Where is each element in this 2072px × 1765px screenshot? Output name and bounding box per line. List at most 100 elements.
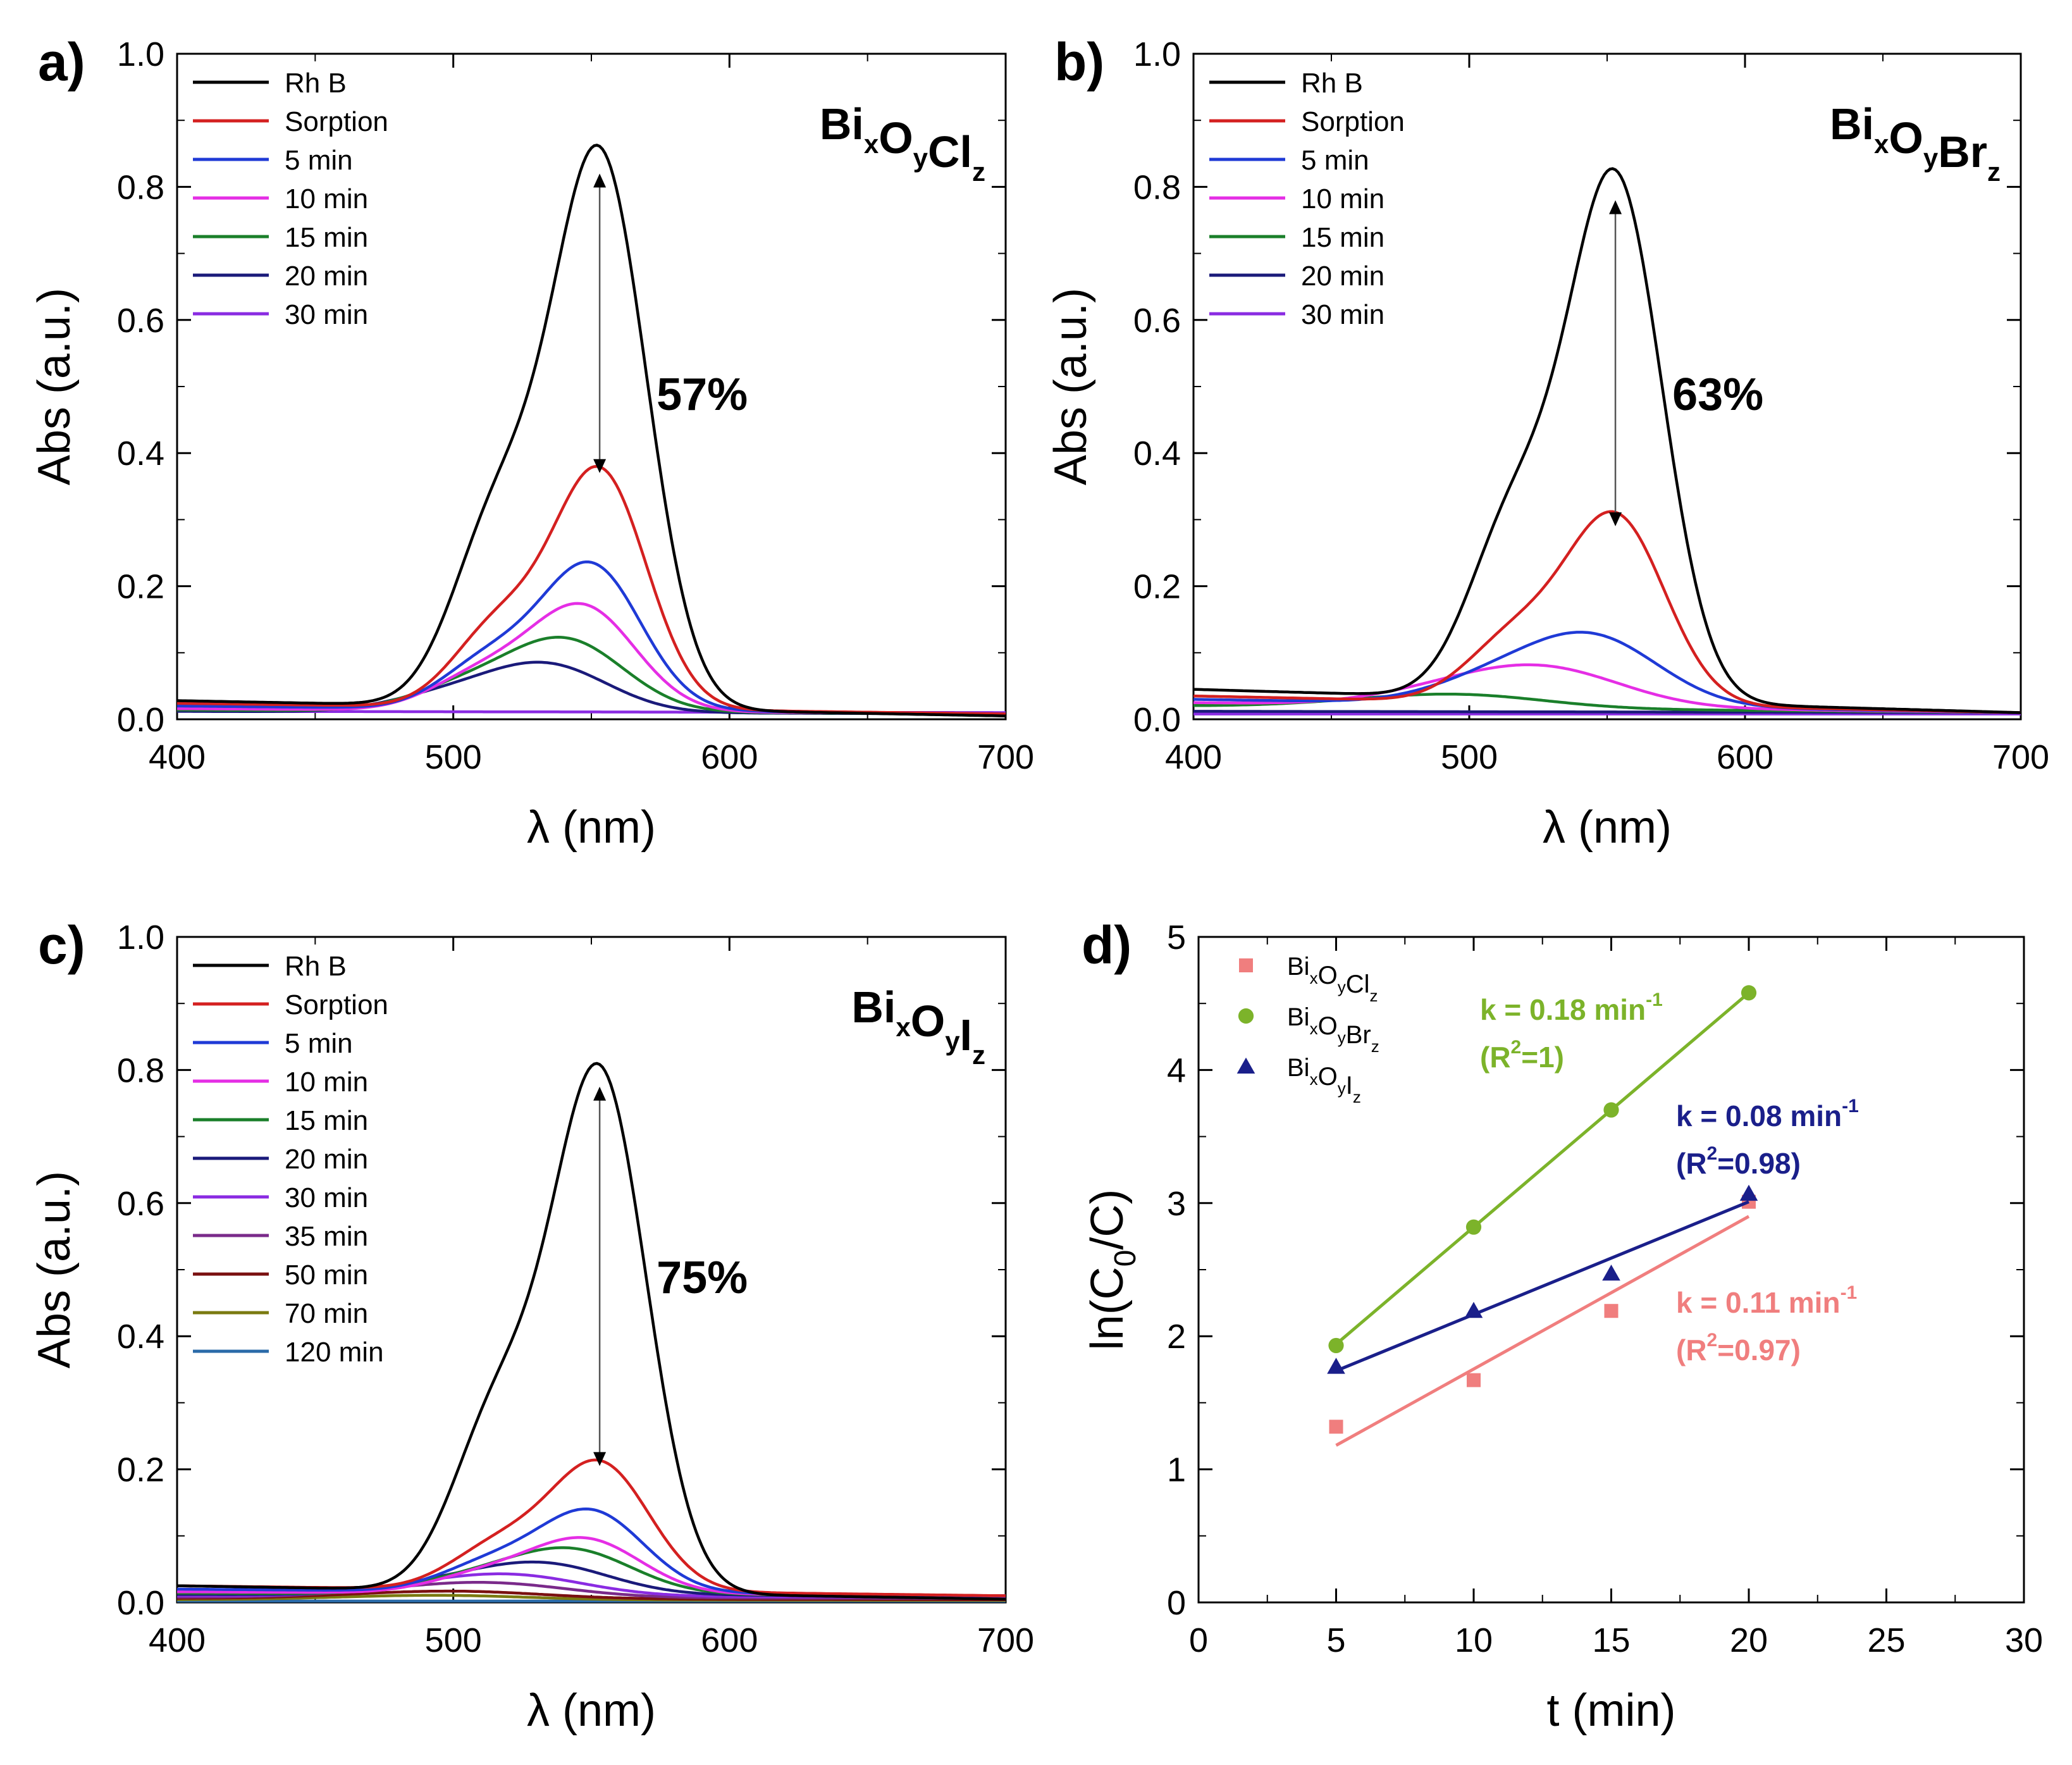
x-tick-label: 500 <box>425 738 482 776</box>
sample-subscript: x <box>864 129 879 159</box>
rate-constant-label: k = 0.11 min-1 <box>1676 1282 1857 1319</box>
x-tick-label: 500 <box>1441 738 1498 776</box>
series-line-10-min <box>177 602 1006 715</box>
x-tick-label: 600 <box>1717 738 1773 776</box>
sample-subscript: y <box>1923 143 1939 173</box>
x-tick-label: 700 <box>977 1621 1034 1659</box>
reduction-arrowhead-top <box>593 173 607 188</box>
sample-element: Cl <box>928 127 972 176</box>
data-point <box>1328 1337 1344 1354</box>
r-squared-superscript: 2 <box>1511 1037 1522 1058</box>
reduction-arrowhead-bottom <box>1609 512 1622 526</box>
sample-element: Br <box>1938 127 1987 176</box>
series-line-sorption <box>1193 510 2021 714</box>
y-tick-label: 0.4 <box>117 1318 164 1356</box>
data-point <box>1602 1265 1620 1281</box>
x-tick-label: 20 <box>1730 1621 1768 1659</box>
sample-element: Bi <box>1830 99 1874 149</box>
legend-label: BixOyClz <box>1287 953 1378 1005</box>
data-point <box>1464 1301 1483 1318</box>
reduction-arrowhead-bottom <box>593 459 607 473</box>
series-line-rh-b <box>1193 167 2021 714</box>
series-line-sorption <box>176 1458 1006 1597</box>
x-tick-label: 400 <box>1165 738 1222 776</box>
legend-label: 20 min <box>1301 261 1384 292</box>
x-tick-label: 400 <box>149 738 206 776</box>
legend-label: 10 min <box>285 183 368 214</box>
sample-title: BixOyClz <box>820 99 985 187</box>
r-squared-text: (R <box>1480 1041 1511 1074</box>
rate-constant-label: k = 0.18 min-1 <box>1480 989 1663 1026</box>
data-point <box>1465 1219 1482 1235</box>
legend-element: O <box>1318 962 1338 989</box>
sample-subscript: x <box>1874 129 1889 159</box>
r-squared-label: (R2=0.97) <box>1676 1330 1801 1366</box>
sample-element: I <box>960 1010 972 1060</box>
reduction-percent: 57% <box>657 369 748 420</box>
reduction-arrowhead-bottom <box>593 1452 607 1466</box>
legend-label: 50 min <box>285 1260 368 1291</box>
series-line-5-min <box>1193 631 2021 714</box>
legend-element: O <box>1318 1012 1338 1040</box>
legend-label: 15 min <box>285 1105 368 1136</box>
y-tick-label: 1.0 <box>117 919 164 957</box>
legend-subscript: z <box>1353 1087 1361 1106</box>
legend-element: Br <box>1346 1021 1371 1049</box>
data-point <box>1329 1420 1343 1434</box>
y-tick-label: 1 <box>1167 1451 1186 1489</box>
legend-label: BixOyBrz <box>1287 1003 1379 1056</box>
sample-subscript: x <box>896 1012 911 1042</box>
fit-line <box>1335 991 1750 1346</box>
x-axis-title: t (min) <box>1547 1685 1676 1736</box>
y-tick-label: 0.4 <box>1133 435 1181 473</box>
legend-subscript: x <box>1310 969 1318 988</box>
data-point <box>1604 1304 1619 1318</box>
legend-subscript: z <box>1371 1037 1379 1056</box>
rate-constant-text: k = 0.08 min <box>1676 1099 1842 1132</box>
y-axis-title: Abs (a.u.) <box>29 288 80 485</box>
x-tick-label: 5 <box>1326 1621 1345 1659</box>
reduction-percent: 75% <box>657 1253 748 1303</box>
rate-constant-superscript: -1 <box>1842 1096 1859 1117</box>
y-tick-label: 4 <box>1167 1051 1186 1089</box>
y-tick-label: 1.0 <box>1133 35 1181 73</box>
series-line-rh-b <box>176 1062 1006 1601</box>
x-axis-title: λ (nm) <box>527 1685 656 1736</box>
r-squared-text: =0.98) <box>1717 1147 1801 1180</box>
y-axis-title: ln(C0/C) <box>1082 1189 1142 1351</box>
legend-marker <box>1236 1057 1255 1074</box>
y-tick-label: 0.6 <box>117 1185 164 1223</box>
r-squared-text: =0.97) <box>1717 1334 1801 1366</box>
y-title-part: /C) <box>1082 1189 1133 1250</box>
y-title-subscript: 0 <box>1109 1250 1142 1267</box>
legend-marker <box>1239 958 1253 972</box>
r-squared-label: (R2=0.98) <box>1676 1143 1801 1180</box>
r-squared-label: (R2=1) <box>1480 1037 1564 1074</box>
y-tick-label: 3 <box>1167 1185 1186 1223</box>
panel-label: d) <box>1082 915 1132 975</box>
legend-element: Bi <box>1287 1054 1310 1082</box>
y-tick-label: 2 <box>1167 1318 1186 1356</box>
legend-label: 5 min <box>285 145 353 176</box>
y-title-part: ln(C <box>1082 1266 1133 1350</box>
rate-constant-superscript: -1 <box>1841 1282 1858 1303</box>
legend-subscript: y <box>1338 1079 1346 1098</box>
legend-element: Cl <box>1346 970 1370 998</box>
y-axis-title: Abs (a.u.) <box>29 1171 80 1368</box>
legend-label: Sorption <box>285 989 388 1020</box>
y-tick-label: 0.8 <box>117 1051 164 1089</box>
y-tick-label: 0.6 <box>117 302 164 340</box>
legend-label: Rh B <box>1301 68 1363 99</box>
sample-subscript: z <box>1987 157 2001 187</box>
legend-element: O <box>1318 1063 1338 1091</box>
legend-label: BixOyIz <box>1287 1054 1361 1106</box>
data-point <box>1467 1373 1481 1387</box>
x-tick-label: 700 <box>1992 738 2049 776</box>
legend-element: Bi <box>1287 1003 1310 1031</box>
panel-label: b) <box>1054 32 1104 92</box>
legend-element: I <box>1346 1072 1353 1099</box>
y-tick-label: 0.2 <box>1133 568 1181 606</box>
r-squared-superscript: 2 <box>1707 1143 1718 1164</box>
